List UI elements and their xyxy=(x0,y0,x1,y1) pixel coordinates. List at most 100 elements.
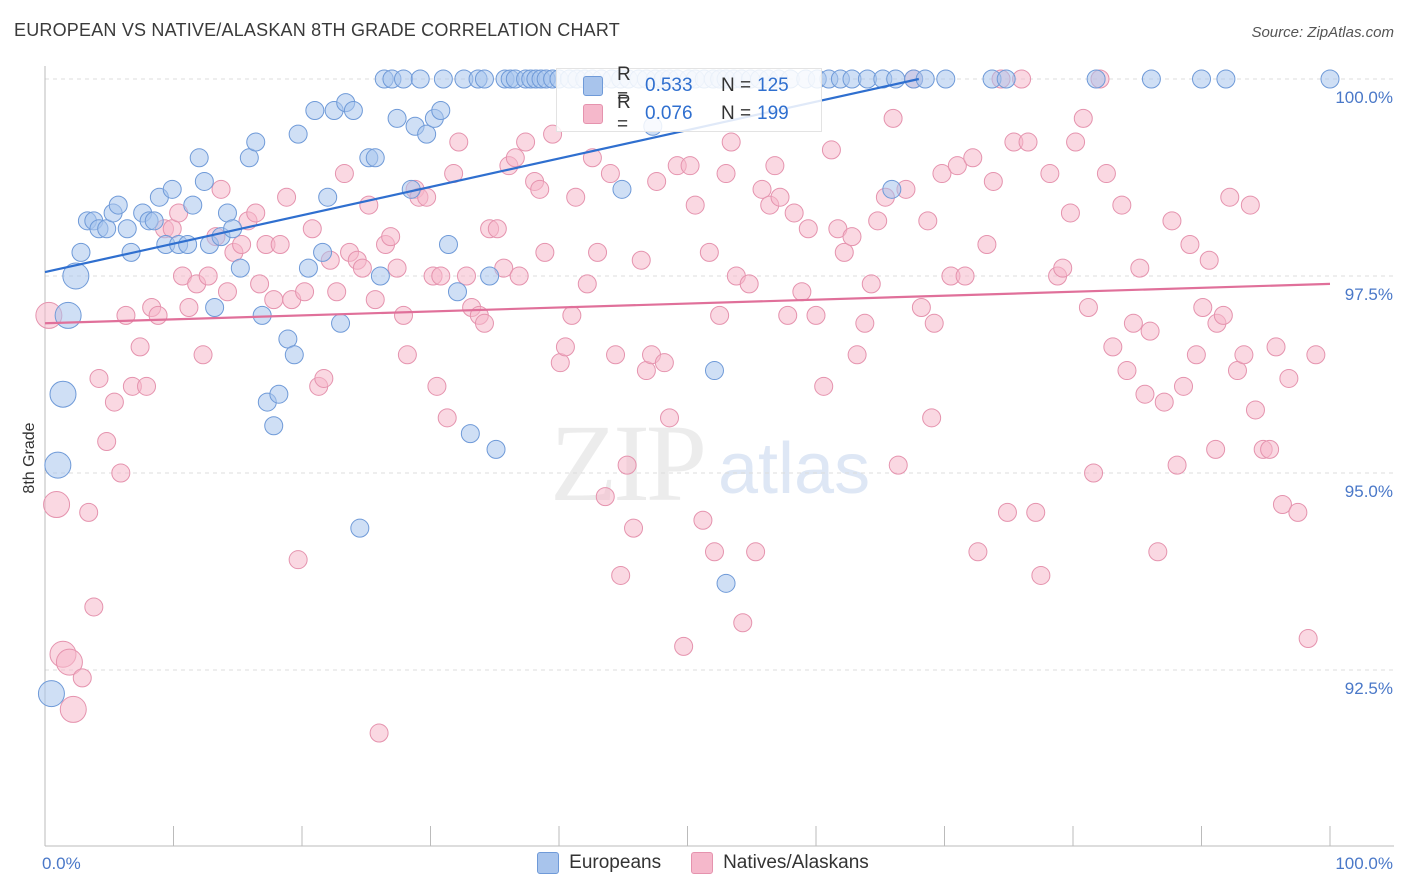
point-natives xyxy=(631,250,651,270)
point-natives xyxy=(1066,132,1086,152)
point-natives xyxy=(1162,211,1182,231)
point-natives xyxy=(250,274,270,294)
point-natives xyxy=(535,242,555,262)
point-europeans xyxy=(44,451,72,479)
point-natives xyxy=(1018,132,1038,152)
point-europeans xyxy=(288,124,308,144)
bottom-legend-europeans[interactable]: Europeans xyxy=(537,852,661,874)
point-natives xyxy=(1140,321,1160,341)
point-natives xyxy=(1031,565,1051,585)
point-europeans xyxy=(704,361,724,381)
point-natives xyxy=(232,234,252,254)
point-europeans xyxy=(313,242,333,262)
y-tick-label: 92.5% xyxy=(1345,679,1393,698)
point-natives xyxy=(270,234,290,254)
point-natives xyxy=(955,266,975,286)
point-natives xyxy=(55,648,83,676)
point-europeans xyxy=(438,234,458,254)
point-natives xyxy=(1266,337,1286,357)
point-europeans xyxy=(1141,69,1161,89)
point-europeans xyxy=(189,148,209,168)
chart-title: EUROPEAN VS NATIVE/ALASKAN 8TH GRADE COR… xyxy=(14,20,620,40)
point-natives xyxy=(1103,337,1123,357)
point-natives xyxy=(97,431,117,451)
point-natives xyxy=(721,132,741,152)
point-natives xyxy=(1078,298,1098,318)
point-natives xyxy=(387,258,407,278)
point-europeans xyxy=(460,424,480,444)
point-natives xyxy=(611,565,631,585)
point-natives xyxy=(821,140,841,160)
point-natives xyxy=(842,227,862,247)
point-natives xyxy=(685,195,705,215)
point-natives xyxy=(449,132,469,152)
bottom-legend-label-europeans: Europeans xyxy=(569,852,662,873)
point-natives xyxy=(947,156,967,176)
point-natives xyxy=(784,203,804,223)
watermark-atlas: atlas xyxy=(718,429,871,509)
point-natives xyxy=(1193,298,1213,318)
point-europeans xyxy=(298,258,318,278)
trend-line-natives xyxy=(44,282,1331,325)
point-natives xyxy=(674,636,694,656)
point-europeans xyxy=(205,298,225,318)
point-europeans xyxy=(269,384,289,404)
point-natives xyxy=(1186,345,1206,365)
point-natives xyxy=(1123,313,1143,333)
point-natives xyxy=(193,345,213,365)
point-natives xyxy=(365,290,385,310)
point-natives xyxy=(1279,368,1299,388)
point-natives xyxy=(427,376,447,396)
x-tick-label-max: 100.0% xyxy=(1335,854,1393,873)
point-natives xyxy=(1213,305,1233,325)
point-natives xyxy=(1053,258,1073,278)
legend-r-label: R = xyxy=(617,92,631,135)
point-natives xyxy=(997,502,1017,522)
point-natives xyxy=(1180,234,1200,254)
point-natives xyxy=(550,353,570,373)
point-natives xyxy=(566,187,586,207)
point-natives xyxy=(43,491,71,519)
point-natives xyxy=(834,242,854,262)
point-natives xyxy=(977,234,997,254)
point-natives xyxy=(600,164,620,184)
point-natives xyxy=(555,337,575,357)
point-natives xyxy=(1154,392,1174,412)
point-europeans xyxy=(117,219,137,239)
point-natives xyxy=(1206,439,1226,459)
point-natives xyxy=(883,108,903,128)
point-natives xyxy=(198,266,218,286)
point-europeans xyxy=(996,69,1016,89)
point-natives xyxy=(911,298,931,318)
point-natives xyxy=(217,282,237,302)
point-natives xyxy=(381,227,401,247)
point-europeans xyxy=(417,124,437,144)
bottom-legend-natives[interactable]: Natives/Alaskans xyxy=(691,852,869,874)
point-natives xyxy=(59,695,87,723)
point-natives xyxy=(456,266,476,286)
point-europeans xyxy=(915,69,935,89)
point-europeans xyxy=(343,101,363,121)
legend-n-label: N = xyxy=(721,103,752,124)
y-tick-label: 95.0% xyxy=(1345,482,1393,501)
point-europeans xyxy=(284,345,304,365)
legend-r-value-natives: 0.076 xyxy=(645,103,693,124)
point-natives xyxy=(582,148,602,168)
point-natives xyxy=(710,305,730,325)
point-europeans xyxy=(305,101,325,121)
point-natives xyxy=(624,518,644,538)
point-natives xyxy=(1040,164,1060,184)
point-europeans xyxy=(162,179,182,199)
y-tick-label: 100.0% xyxy=(1335,88,1393,107)
point-europeans xyxy=(350,518,370,538)
legend-n-value-natives: 199 xyxy=(757,103,789,124)
point-europeans xyxy=(370,266,390,286)
point-natives xyxy=(932,164,952,184)
point-natives xyxy=(778,305,798,325)
point-natives xyxy=(530,179,550,199)
legend-r-label: R = xyxy=(617,64,631,107)
point-natives xyxy=(137,376,157,396)
point-natives xyxy=(327,282,347,302)
source-label: Source: ZipAtlas.com xyxy=(1251,24,1394,41)
